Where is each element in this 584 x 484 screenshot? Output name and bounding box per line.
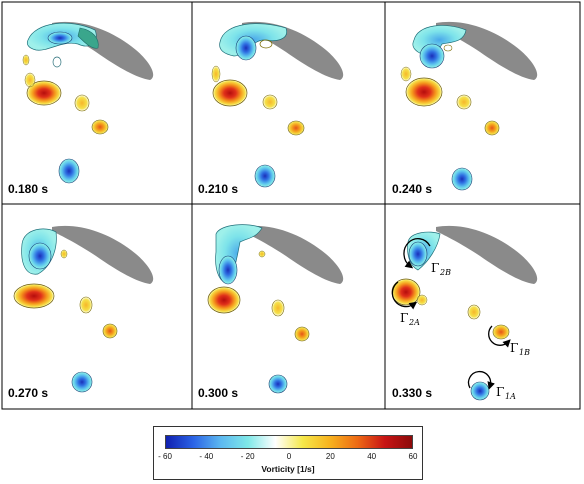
svg-text:2B: 2B xyxy=(439,268,451,277)
colorbar-tick-label: - 60 xyxy=(158,452,172,461)
svg-text:Γ: Γ xyxy=(510,341,518,355)
gamma-1a-label: Γ 1A xyxy=(496,385,516,401)
circulation-arrow-2a xyxy=(391,281,418,310)
svg-text:Γ: Γ xyxy=(400,311,408,325)
colorbar-tick-label: 40 xyxy=(367,452,377,461)
svg-text:Γ: Γ xyxy=(496,385,504,399)
wing-shape xyxy=(436,225,538,284)
panel-time-label: 0.210 s xyxy=(198,182,238,196)
circulation-arrow-1b xyxy=(488,325,511,348)
colorbar-tick-label: 60 xyxy=(408,452,418,461)
panel-2: 0.210 s xyxy=(198,21,344,196)
svg-text:1A: 1A xyxy=(505,392,516,401)
vortex-blue xyxy=(58,158,80,184)
panel-4: 0.270 s xyxy=(8,225,154,400)
panel-6: Γ 2B Γ 2A Γ 1B Γ 1A 0.330 s xyxy=(391,225,538,401)
colorbar-tick-label: - 40 xyxy=(199,452,214,461)
colorbar-gradient xyxy=(165,435,413,449)
panel-1: 0.180 s xyxy=(8,21,154,196)
circulation-arrow-1a xyxy=(467,370,495,390)
panel-time-label: 0.270 s xyxy=(8,386,48,400)
gamma-2a-label: Γ 2A xyxy=(400,311,420,327)
colorbar-tick-label: - 20 xyxy=(240,452,255,461)
vortex-red xyxy=(26,80,62,106)
colorbar-ticks: - 60 - 40 - 20 0 20 40 60 xyxy=(158,452,417,462)
vorticity-panel-grid: 0.180 s 0.210 s 0.240 s 0.27 xyxy=(1,1,581,410)
colorbar-tick-label: 20 xyxy=(325,452,335,461)
panel-time-label: 0.300 s xyxy=(198,386,238,400)
panel-time-label: 0.240 s xyxy=(392,182,432,196)
panel-3: 0.240 s xyxy=(392,21,538,196)
panel-time-label: 0.330 s xyxy=(392,386,432,400)
colorbar-title: Vorticity [1/s] xyxy=(261,464,315,474)
panel-time-label: 0.180 s xyxy=(8,182,48,196)
wing-shape xyxy=(242,225,344,284)
svg-text:Γ: Γ xyxy=(431,261,439,275)
svg-text:2A: 2A xyxy=(408,318,420,327)
panel-5: 0.300 s xyxy=(198,224,344,400)
gamma-2b-label: Γ 2B xyxy=(431,261,451,277)
svg-text:1B: 1B xyxy=(519,348,530,357)
colorbar-tick-label: 0 xyxy=(286,452,292,461)
circulation-arrow-2b xyxy=(403,238,431,269)
colorbar-legend: - 60 - 40 - 20 0 20 40 60 Vorticity [1/s] xyxy=(153,426,423,480)
gamma-1b-label: Γ 1B xyxy=(510,341,530,357)
